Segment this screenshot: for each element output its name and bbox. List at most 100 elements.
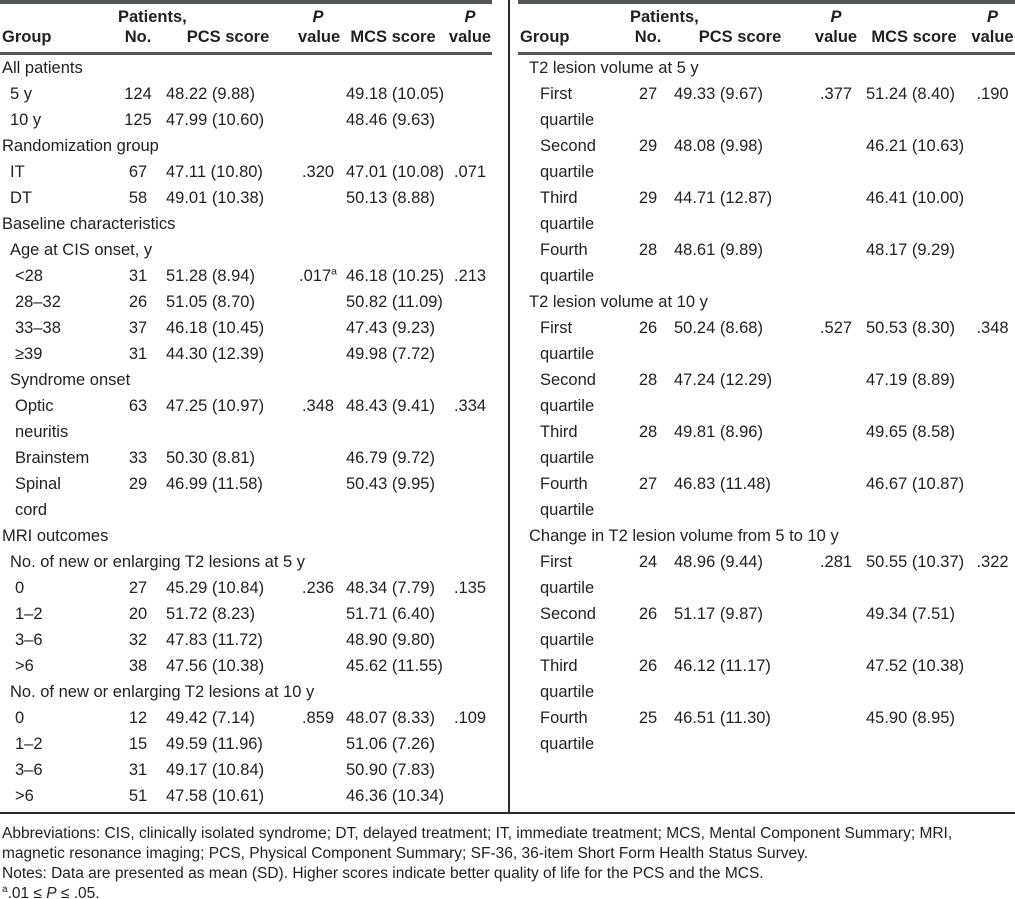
table-data-row: Second quartile 29 48.08 (9.98) 46.21 (10.63…: [518, 133, 1015, 185]
row-group-label: First quartile: [540, 319, 595, 363]
table-data-row: >6 38 47.56 (10.38) 45.62 (11.55): [0, 653, 492, 679]
row-mcs-pvalue: [970, 601, 1015, 653]
row-mcs-pvalue: [448, 783, 492, 809]
row-mcs-pvalue: [448, 185, 492, 211]
section-label: Age at CIS onset, y: [10, 241, 153, 259]
row-patients-no: 51: [128, 787, 148, 805]
row-pcs-score: 47.58 (10.61): [166, 787, 265, 805]
row-mcs-pvalue: .348: [976, 319, 1009, 337]
row-group-label: Brainstem: [15, 449, 90, 467]
row-pcs-pvalue: [298, 601, 338, 627]
row-group-label: Fourth quartile: [540, 475, 595, 519]
row-pcs-pvalue: [298, 445, 338, 471]
row-patients-no: 38: [128, 657, 148, 675]
table-data-row: Third quartile 26 46.12 (11.17) 47.52 (10.38…: [518, 653, 1015, 705]
row-pcs-pvalue: [814, 601, 858, 653]
column-header-group: Group: [518, 0, 630, 55]
table-data-row: DT 58 49.01 (10.38) 50.13 (8.88): [0, 185, 492, 211]
table-data-row: Spinal cord 29 46.99 (11.58) 50.43 (9.95): [0, 471, 492, 523]
row-pcs-pvalue: [298, 185, 338, 211]
row-mcs-score: 50.82 (11.09): [346, 293, 443, 311]
section-label: No. of new or enlarging T2 lesions at 10…: [10, 683, 315, 701]
row-mcs-pvalue: [448, 627, 492, 653]
row-mcs-pvalue: [448, 757, 492, 783]
column-header-pcs-score: PCS score: [666, 0, 814, 55]
row-group-label: First quartile: [540, 553, 595, 597]
row-patients-no: 32: [128, 631, 148, 649]
row-patients-no: 12: [128, 709, 148, 727]
row-pcs-pvalue: .017a: [299, 265, 337, 285]
section-label: MRI outcomes: [2, 527, 109, 545]
row-pcs-pvalue: [298, 315, 338, 341]
table-section-row: T2 lesion volume at 5 y: [518, 54, 1015, 82]
row-group-label: Third quartile: [540, 657, 595, 701]
row-pcs-score: 49.59 (11.96): [166, 735, 263, 753]
row-mcs-pvalue: [448, 731, 492, 757]
row-patients-no: 58: [128, 189, 148, 207]
row-patients-no: 27: [638, 475, 658, 493]
row-pcs-pvalue: [298, 757, 338, 783]
table-data-row: 1–2 15 49.59 (11.96) 51.06 (7.26): [0, 731, 492, 757]
row-mcs-pvalue: [448, 341, 492, 367]
row-mcs-pvalue: [970, 237, 1015, 289]
row-group-label: Third quartile: [540, 423, 595, 467]
table-data-row: 5 y 124 48.22 (9.88) 49.18 (10.05): [0, 81, 492, 107]
table-data-row: Fourth quartile 25 46.51 (11.30) 45.90 (8.95…: [518, 705, 1015, 757]
row-mcs-pvalue: .135: [453, 579, 487, 597]
row-pcs-pvalue: [298, 341, 338, 367]
row-pcs-score: 49.81 (8.96): [674, 423, 763, 441]
column-header-pcs-score: PCS score: [158, 0, 298, 55]
row-mcs-score: 47.19 (8.89): [866, 371, 955, 389]
row-mcs-score: 49.18 (10.05): [346, 85, 445, 103]
row-patients-no: 26: [638, 605, 658, 623]
table-section-row: Age at CIS onset, y: [0, 237, 492, 263]
row-mcs-score: 48.90 (9.80): [346, 631, 435, 649]
row-mcs-pvalue: [970, 653, 1015, 705]
table-section-row: Syndrome onset: [0, 367, 492, 393]
table-section-row: T2 lesion volume at 10 y: [518, 289, 1015, 315]
row-mcs-pvalue: .190: [976, 85, 1009, 103]
row-pcs-score: 51.05 (8.70): [166, 293, 255, 311]
row-mcs-score: 51.24 (8.40): [866, 85, 955, 103]
row-mcs-pvalue: [970, 705, 1015, 757]
row-patients-no: 26: [128, 293, 148, 311]
row-mcs-score: 46.18 (10.25): [346, 267, 445, 285]
footnote-text: ≤ .05.: [56, 885, 100, 899]
row-pcs-pvalue: [298, 731, 338, 757]
footnote-text: a: [2, 883, 8, 895]
row-pcs-score: 50.30 (8.81): [166, 449, 255, 467]
footnote-text: Abbreviations: CIS, clinically isolated …: [2, 825, 953, 862]
row-patients-no: 33: [128, 449, 148, 467]
table-data-row: >6 51 47.58 (10.61) 46.36 (10.34): [0, 783, 492, 809]
row-mcs-pvalue: .213: [453, 267, 487, 285]
row-mcs-score: 46.41 (10.00): [866, 189, 965, 207]
row-mcs-score: 48.43 (9.41): [346, 397, 435, 415]
table-column-divider: [508, 0, 510, 812]
row-pcs-score: 47.11 (10.80): [166, 163, 263, 181]
row-group-label: Third quartile: [540, 189, 595, 233]
row-group-label: 3–6: [15, 761, 43, 779]
row-mcs-score: 46.21 (10.63): [866, 137, 965, 155]
row-mcs-score: 50.13 (8.88): [346, 189, 435, 207]
row-mcs-pvalue: [448, 315, 492, 341]
row-group-label: 0: [15, 579, 25, 597]
row-patients-no: 37: [128, 319, 148, 337]
section-label: Syndrome onset: [10, 371, 131, 389]
table-data-row: Optic neuritis 63 47.25 (10.97) .348 48.43 (9…: [0, 393, 492, 445]
table-data-row: 28–32 26 51.05 (8.70) 50.82 (11.09): [0, 289, 492, 315]
row-patients-no: 20: [128, 605, 148, 623]
row-group-label: ≥39: [15, 345, 43, 363]
row-mcs-score: 48.07 (8.33): [346, 709, 435, 727]
row-group-label: Second quartile: [540, 137, 596, 181]
column-header-mcs-score: MCS score: [338, 0, 448, 55]
row-group-label: Second quartile: [540, 605, 596, 649]
row-mcs-pvalue: [970, 367, 1015, 419]
row-pcs-score: 48.61 (9.89): [674, 241, 763, 259]
row-mcs-pvalue: [970, 185, 1015, 237]
row-mcs-pvalue: [970, 471, 1015, 523]
